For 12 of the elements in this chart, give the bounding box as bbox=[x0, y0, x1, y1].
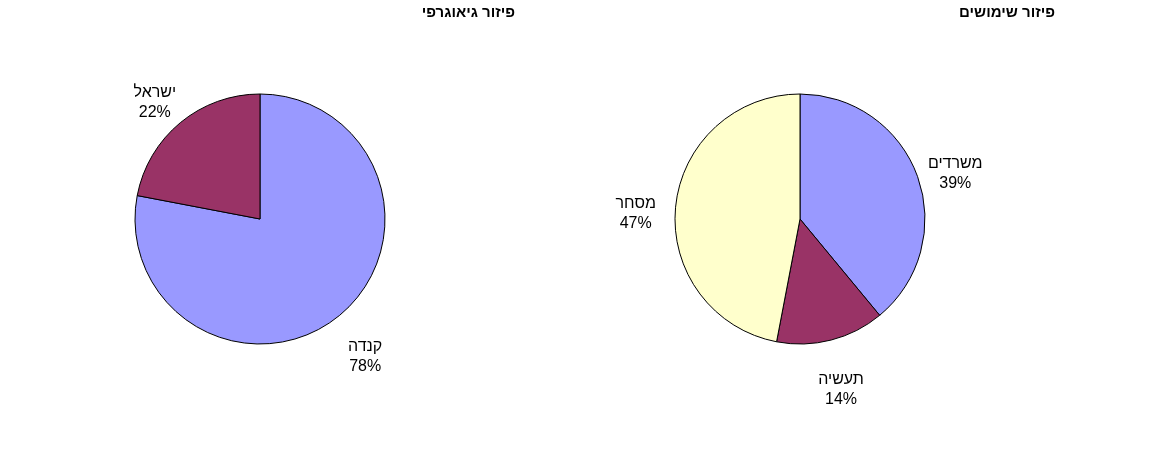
data-label: 39% bbox=[939, 174, 972, 192]
slice-label: קנדה bbox=[348, 337, 383, 355]
data-label: 22% bbox=[138, 102, 171, 120]
chart-title: פיזור שימושים bbox=[959, 3, 1055, 20]
text: פיזור גיאוגרפי bbox=[421, 3, 515, 20]
data-label: 14% bbox=[825, 389, 858, 407]
data-label: 47% bbox=[619, 214, 652, 232]
slice-label: מסחר bbox=[615, 194, 656, 212]
slice-label: משרדים bbox=[927, 154, 983, 172]
data-label: 78% bbox=[349, 357, 382, 375]
slice-label: ישראל bbox=[133, 82, 177, 100]
slice-label: תעשיה bbox=[818, 369, 864, 387]
